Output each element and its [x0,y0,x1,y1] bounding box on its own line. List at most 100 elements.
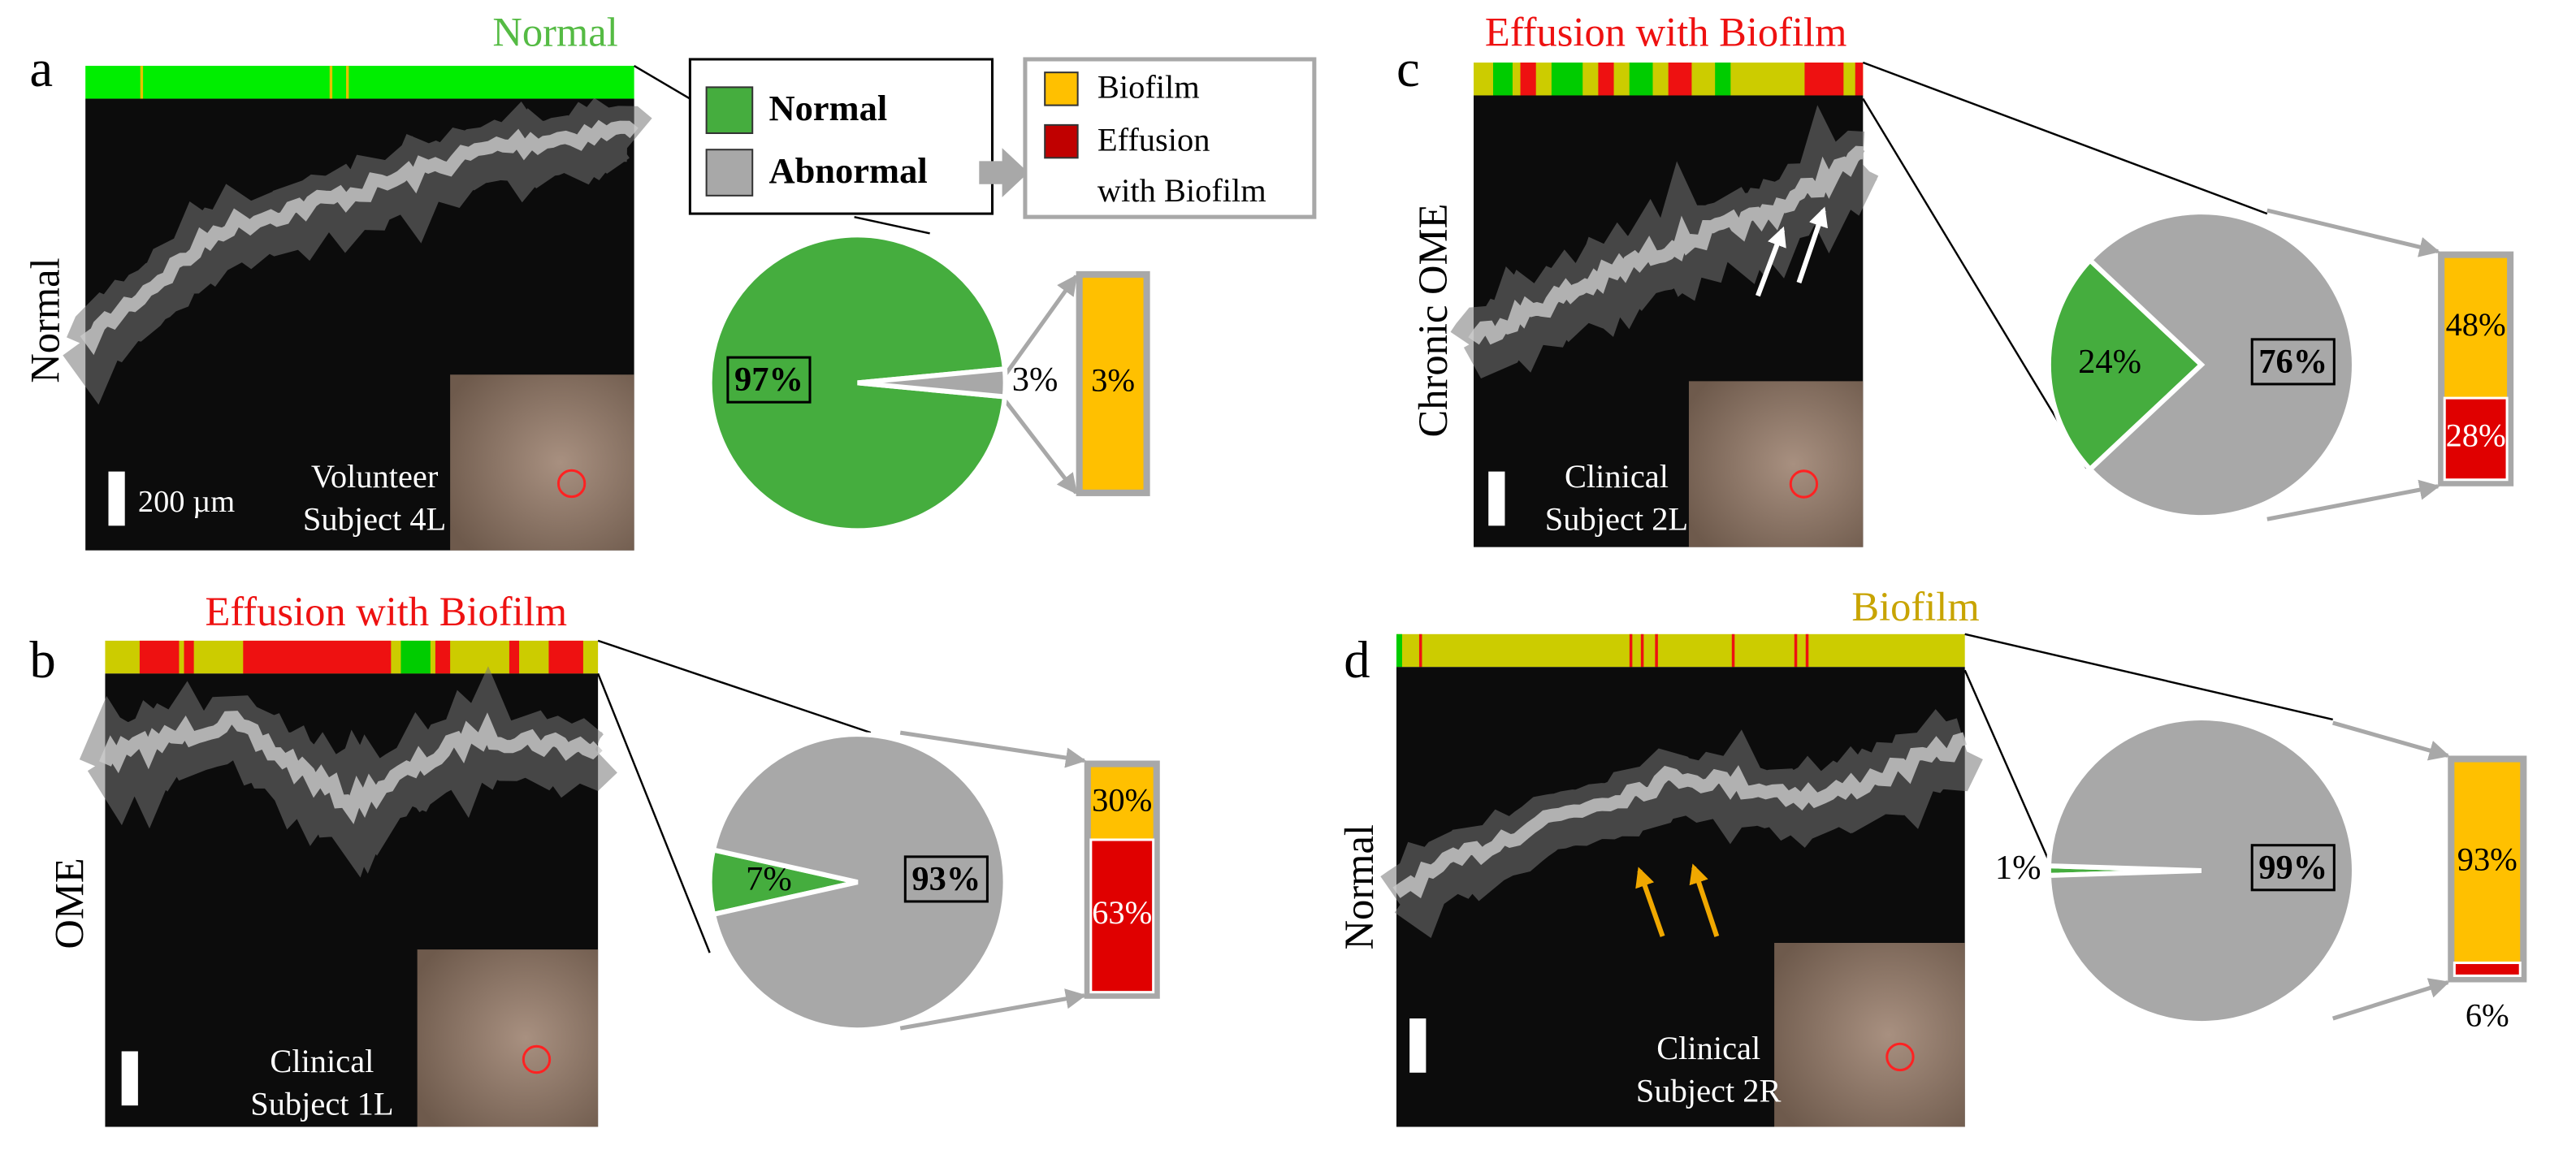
feature-arrow [1796,206,1828,284]
legend-label: Abnormal [768,150,927,191]
classification-strip [85,66,634,99]
classification-strip [435,640,451,674]
tissue-band [98,711,603,824]
caption: Volunteer [311,458,439,495]
pie-slice [707,232,1008,534]
classification-strip [1629,63,1653,96]
probe-marker [556,469,587,499]
bar-segment [2454,762,2521,963]
pie-slice [710,732,1008,1033]
classification-strip [1668,63,1692,96]
connector-arrow [899,988,1087,1031]
legend-label: Effusion [1098,121,1210,158]
legend-swatch [705,86,754,135]
tissue-band [1392,732,1968,899]
caption: Subject 2R [1636,1072,1782,1109]
legend-swatch [1044,71,1079,106]
connector-arrow [2332,720,2450,761]
connector-arrow [1003,274,1078,376]
scale-bar [108,471,125,526]
panel-heading: Effusion with Biofilm [1485,9,1847,54]
classification-strip [1655,633,1658,668]
classification-strip [1418,633,1422,668]
classification-strip [1520,63,1536,96]
classification-strip [1804,63,1844,96]
bar-label: 93% [2457,841,2518,877]
pie-label-box [726,356,812,404]
classification-strip [548,640,583,674]
pie-label: 99% [2258,849,2327,887]
tissue-band [1468,145,1864,345]
panel-heading: Normal [492,9,617,54]
probe-marker [522,1044,552,1074]
probe-marker [1789,469,1819,499]
side-label: Normal [1336,824,1382,949]
panel-letter: c [1396,39,1420,97]
panel-heading: Effusion with Biofilm [205,589,567,634]
legend-swatch [1044,123,1079,159]
probe-marker [1885,1042,1915,1072]
legend-arrow [979,148,1028,197]
bar-segment [2444,257,2508,399]
caption: Subject 4L [303,501,446,538]
pie-slice [2046,715,2357,1027]
connector [634,65,691,100]
classification-strip [1855,63,1864,96]
bar-segment [1082,277,1144,490]
connector [1862,97,2088,469]
connector-arrow [2266,479,2440,521]
otoscope-photo [417,949,599,1127]
legend: Normal Abnormal Biofilm Effusion with Bi… [688,57,1317,219]
classification-strip [1731,633,1735,668]
caption: Subject 1L [250,1086,393,1122]
legend-swatch [705,149,754,197]
pie-label: 93% [911,860,981,898]
pie-slice [2086,210,2357,521]
feature-arrow [1689,863,1720,937]
pie-label-box [2250,338,2336,386]
panel-heading: Biofilm [1851,584,1979,629]
caption: Clinical [1656,1030,1760,1066]
panel-letter: b [29,630,55,689]
connector [596,672,711,953]
connector-arrow [1003,400,1078,495]
connector [1964,633,2333,721]
caption: Clinical [270,1043,374,1079]
tissue-band [80,119,639,356]
classification-strip [139,640,180,674]
pie-label: 97% [734,361,803,399]
pie-label: 24% [2078,343,2141,381]
classification-strip [1629,633,1633,668]
side-label: OME [47,858,93,949]
classification-strip [1598,63,1614,96]
classification-strip [1396,633,1402,668]
panel-letter: a [29,39,53,97]
connector-arrow [899,730,1087,768]
bar-label: 28% [2446,417,2506,454]
classification-strip [509,640,520,674]
classification-strip [1715,63,1731,96]
legend-label: Normal [768,88,887,128]
classification-strip [1794,633,1798,668]
pie-label: 76% [2258,343,2327,381]
feature-arrow [1756,226,1786,297]
classification-strip [1640,633,1644,668]
bar-label: 3% [1091,362,1135,399]
pie-slice [2046,257,2206,473]
bar-segment [1089,838,1155,994]
classification-strip [1551,63,1583,96]
bar-label: 48% [2446,306,2506,343]
bar-label: 30% [1092,782,1152,819]
classification-strip [1396,633,1965,668]
caption: Clinical [1565,458,1669,495]
connector-arrow [2331,978,2450,1021]
pie-label-box [2250,844,2336,892]
connector [854,215,930,235]
panel-letter: d [1344,630,1370,689]
otoscope-photo [1774,943,1965,1127]
classification-strip [1805,633,1809,668]
connector [1862,61,2268,215]
pie-slice [857,365,1008,400]
